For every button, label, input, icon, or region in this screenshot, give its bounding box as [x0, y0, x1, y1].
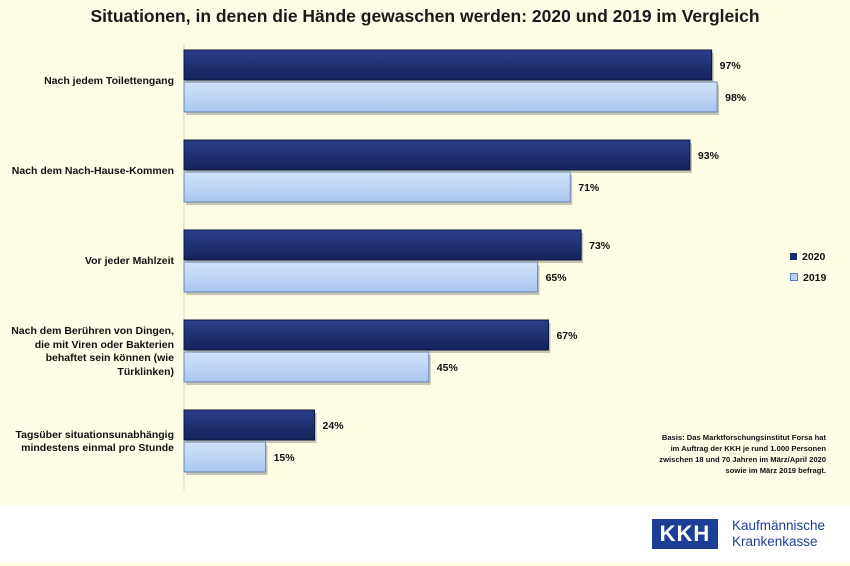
bar-2019-2 — [183, 261, 539, 293]
data-label-2020-0: 97% — [720, 60, 742, 72]
category-label-line: Nach jedem Toilettengang — [44, 75, 174, 88]
kkh-logo: KKH — [652, 519, 718, 549]
data-label-2019-1: 71% — [578, 182, 600, 194]
legend-label-2020: 2020 — [802, 251, 826, 263]
category-label-2: Vor jeder Mahlzeit — [4, 255, 174, 269]
footer-strip — [0, 562, 850, 566]
legend-label-2019: 2019 — [803, 272, 827, 284]
footnote-line: sowie im März 2019 befragt. — [725, 466, 826, 475]
data-label-2020-1: 93% — [698, 150, 720, 162]
data-label-2020-2: 73% — [589, 240, 611, 252]
category-label-4: Tagsüber situationsunabhängig mindestens … — [4, 429, 174, 456]
logo-name-line: Kaufmännische — [732, 518, 826, 533]
bar-2020-3 — [183, 319, 549, 351]
bar-2020-0 — [183, 49, 713, 81]
chart-title: Situationen, in denen die Hände gewasche… — [90, 6, 760, 26]
legend-swatch-2020 — [790, 253, 797, 260]
data-label-2019-0: 98% — [725, 92, 747, 104]
source-footnote: Basis: Das Marktforschungsinstitut Forsa… — [610, 432, 826, 476]
legend-item-2019: 2019 — [790, 272, 826, 284]
legend-swatch-2019 — [790, 273, 798, 281]
category-label-line: die mit Viren oder Bakterien — [34, 338, 174, 351]
footnote-line: Basis: Das Marktforschungsinstitut Forsa… — [661, 433, 826, 442]
footnote-line: im Auftrag der KKH je rund 1.000 Persone… — [670, 444, 826, 453]
category-label-line: Vor jeder Mahlzeit — [84, 255, 174, 268]
category-label-line: Nach dem Berühren von Dingen, — [11, 325, 174, 337]
data-label-2019-3: 45% — [437, 362, 459, 374]
bar-2019-4 — [183, 441, 267, 473]
kkh-logo-name: Kaufmännische Krankenkasse — [732, 518, 825, 550]
bar-2019-3 — [183, 351, 430, 383]
chart-panel: Situationen, in denen die Hände gewasche… — [0, 0, 850, 505]
category-label-0: Nach jedem Toilettengang — [4, 75, 174, 89]
footnote-line: zwischen 18 und 70 Jahren im März/April … — [659, 455, 826, 464]
category-label-line: Türklinken) — [117, 365, 174, 378]
bar-2019-0 — [183, 81, 718, 113]
bar-chart: 97% 93% 73% 67% 24% 98% 71% 65% 45% 15% — [183, 44, 747, 490]
category-label-line: Tagsüber situationsunabhängig — [15, 428, 174, 441]
data-label-2020-3: 67% — [556, 330, 578, 342]
footer: KKH Kaufmännische Krankenkasse — [0, 505, 850, 566]
legend-item-2020: 2020 — [790, 251, 825, 263]
data-label-2020-4: 24% — [323, 420, 345, 432]
data-label-2019-2: 65% — [546, 272, 568, 284]
bar-2019-1 — [183, 171, 571, 203]
category-label-3: Nach dem Berühren von Dingen, die mit Vir… — [4, 325, 174, 379]
category-label-line: behaftet sein können (wie — [45, 352, 174, 364]
bar-2020-1 — [183, 139, 691, 171]
bar-2020-2 — [183, 229, 582, 261]
category-label-line: mindestens einmal pro Stunde — [21, 442, 174, 454]
bar-2020-4 — [183, 409, 316, 441]
category-label-line: Nach dem Nach-Hause-Kommen — [11, 165, 174, 178]
logo-name-line: Krankenkasse — [732, 534, 818, 549]
category-label-1: Nach dem Nach-Hause-Kommen — [4, 165, 174, 179]
data-label-2019-4: 15% — [274, 452, 296, 464]
